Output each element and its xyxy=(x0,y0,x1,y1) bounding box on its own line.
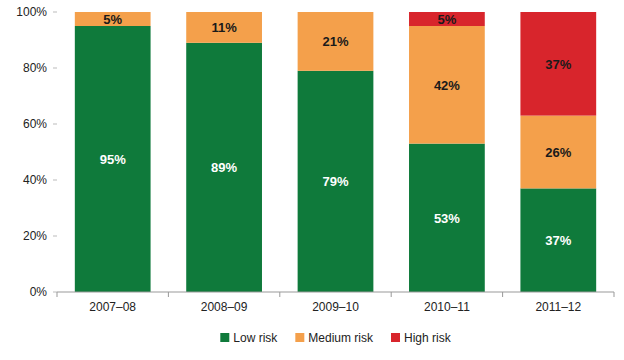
data-label: 26% xyxy=(545,145,571,160)
y-tick xyxy=(53,124,57,125)
y-tick xyxy=(53,180,57,181)
y-tick xyxy=(53,12,57,13)
y-tick-label: 80% xyxy=(23,61,47,75)
bar-segment xyxy=(520,116,596,189)
x-tick xyxy=(502,292,503,297)
data-label: 11% xyxy=(211,20,237,35)
bar-segment xyxy=(520,12,596,116)
bar-segment xyxy=(75,12,151,26)
legend-label: Low risk xyxy=(233,331,278,345)
bar-segment xyxy=(298,71,374,292)
data-label: 37% xyxy=(545,57,571,72)
chart: 0% 20% 40% 60% 80% 100% 95% 5% 89% 11% 79% 21% 53% 42… xyxy=(0,0,624,360)
data-label: 89% xyxy=(211,160,237,175)
y-tick-label: 20% xyxy=(23,229,47,243)
bar-segment xyxy=(298,12,374,71)
x-tick xyxy=(57,292,58,297)
legend-swatch xyxy=(295,333,304,342)
bars xyxy=(75,12,596,292)
legend-label: Medium risk xyxy=(308,331,374,345)
y-tick xyxy=(53,292,57,293)
bar-segment xyxy=(186,12,262,43)
y-tick xyxy=(53,68,57,69)
bar-segment xyxy=(409,144,485,292)
y-tick-label: 0% xyxy=(30,285,48,299)
data-label: 5% xyxy=(103,12,122,27)
data-label: 53% xyxy=(434,211,460,226)
legend-swatch xyxy=(220,333,229,342)
data-label: 79% xyxy=(322,174,348,189)
x-tick xyxy=(279,292,280,297)
y-tick-label: 60% xyxy=(23,117,47,131)
x-axis xyxy=(57,292,614,293)
bar-segment xyxy=(409,26,485,144)
x-tick xyxy=(168,292,169,297)
x-tick xyxy=(391,292,392,297)
x-tick-label: 2008–09 xyxy=(201,300,248,314)
x-tick xyxy=(614,292,615,297)
data-label: 5% xyxy=(438,12,457,27)
legend-item: High risk xyxy=(391,331,452,345)
data-label: 37% xyxy=(545,233,571,248)
bar-segment xyxy=(409,12,485,26)
legend-item: Medium risk xyxy=(295,331,374,345)
x-tick-label: 2010–11 xyxy=(424,300,470,314)
legend: Low risk Medium risk High risk xyxy=(220,331,451,345)
legend-label: High risk xyxy=(404,331,452,345)
x-tick-label: 2011–12 xyxy=(535,300,581,314)
y-tick-label: 40% xyxy=(23,173,47,187)
legend-swatch xyxy=(391,333,400,342)
bar-segment xyxy=(186,43,262,292)
x-tick-label: 2009–10 xyxy=(312,300,359,314)
y-tick-label: 100% xyxy=(16,5,47,19)
data-label: 21% xyxy=(322,34,348,49)
legend-item: Low risk xyxy=(220,331,278,345)
x-tick-label: 2007–08 xyxy=(89,300,136,314)
y-tick xyxy=(53,236,57,237)
bar-segment xyxy=(520,188,596,292)
data-label: 95% xyxy=(100,152,126,167)
bar-segment xyxy=(75,26,151,292)
data-label: 42% xyxy=(434,78,460,93)
